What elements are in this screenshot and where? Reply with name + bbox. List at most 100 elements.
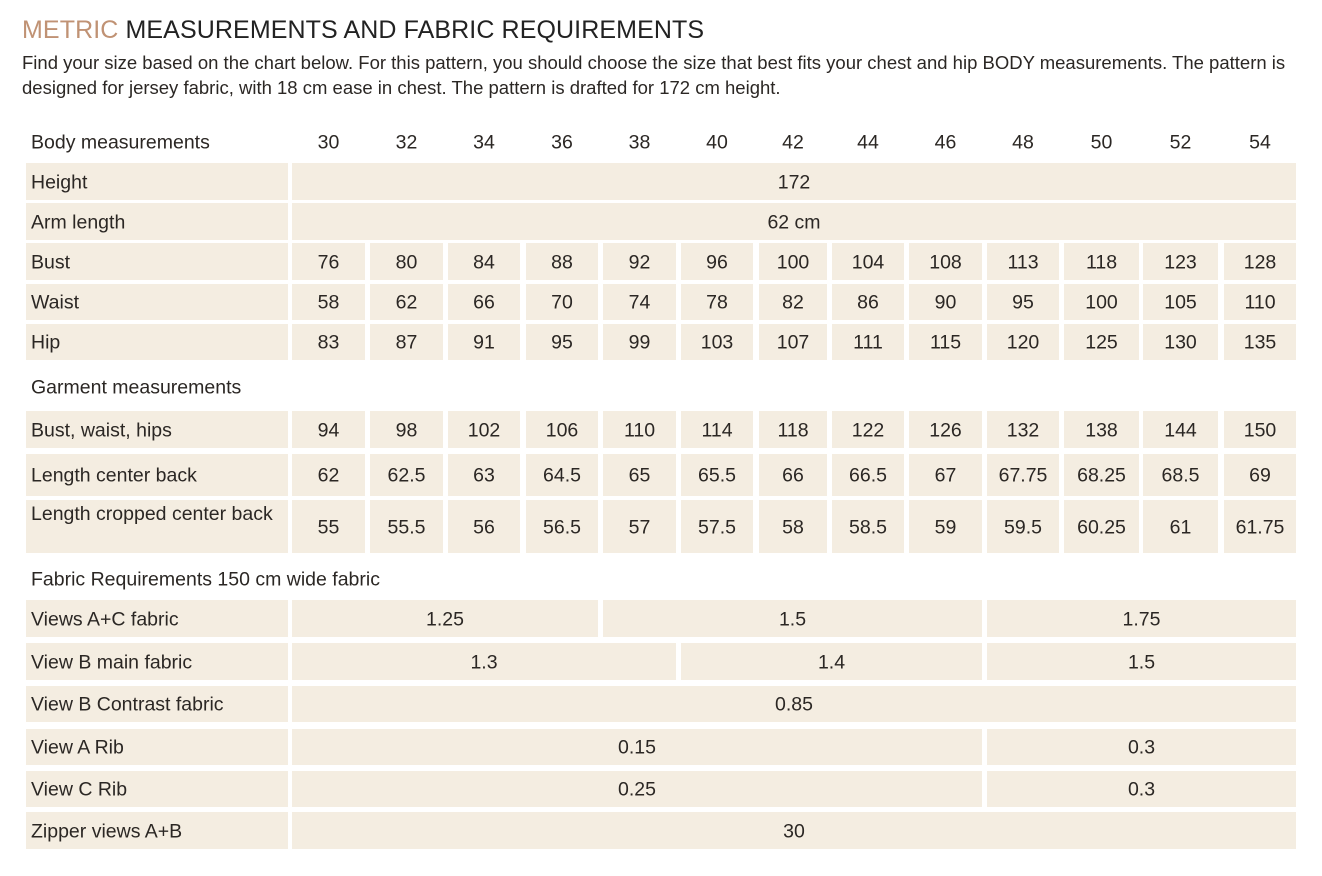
value-text: 113: [1007, 250, 1039, 273]
value-cell: [603, 324, 676, 360]
span-cell: [987, 729, 1296, 765]
value-cell: [909, 324, 982, 360]
size-header: 36: [551, 131, 573, 154]
value-cell: [681, 324, 753, 360]
value-cell: [603, 500, 676, 553]
title-rest: MEASUREMENTS AND FABRIC REQUIREMENTS: [118, 16, 705, 44]
span-cell: [292, 812, 1296, 849]
row-label: Views A+C fabric: [31, 607, 179, 630]
value-text: 105: [1164, 291, 1197, 314]
span-cell: [292, 600, 598, 637]
value-text: 100: [1085, 291, 1118, 314]
value-text: 64.5: [543, 464, 581, 487]
value-cell: [526, 454, 598, 496]
value-text: 76: [317, 250, 340, 273]
value-text: 122: [851, 418, 885, 441]
span-cell: [292, 729, 982, 765]
value-text: 70: [551, 291, 573, 314]
value-cell: [526, 324, 598, 360]
row-label-cell: [26, 600, 288, 637]
value-cell: [526, 243, 598, 280]
value-text: 57.5: [698, 515, 736, 538]
value-cell: [681, 411, 753, 448]
size-header: 54: [1249, 131, 1271, 154]
row-label: Length cropped center back: [31, 503, 273, 525]
value-cell: [832, 411, 904, 448]
value-text: 66: [782, 464, 804, 487]
value-cell: [292, 411, 365, 448]
value-cell: [526, 411, 598, 448]
value-cell: [370, 411, 443, 448]
value-text: 120: [1006, 331, 1040, 354]
value-text: 135: [1243, 331, 1277, 354]
value-text: 110: [1244, 291, 1276, 314]
size-header: 30: [317, 131, 340, 154]
value-text: 104: [851, 250, 885, 273]
size-header: 52: [1169, 131, 1192, 154]
value-text: 57: [628, 515, 651, 538]
row-label-cell: [26, 163, 288, 200]
size-header: 32: [395, 131, 418, 154]
section-heading: Garment measurements: [31, 376, 242, 399]
value-cell: [1224, 324, 1296, 360]
value-cell: [292, 454, 365, 496]
value-cell: [603, 243, 676, 280]
row-label: View C Rib: [31, 778, 128, 801]
size-header: 50: [1090, 131, 1113, 154]
value-text: 114: [701, 418, 733, 441]
value-text: 58: [317, 291, 340, 314]
value-cell: [526, 500, 598, 553]
value-cell: [987, 284, 1059, 320]
value-cell: [1064, 500, 1139, 553]
value-text: 96: [706, 250, 728, 273]
row-label: View B main fabric: [31, 650, 193, 673]
value-text: 110: [623, 418, 656, 441]
value-cell: [681, 500, 753, 553]
value-text: 63: [473, 464, 495, 487]
value-cell: [832, 500, 904, 553]
row-label-cell: [26, 284, 288, 320]
value-text: 98: [395, 418, 418, 441]
value-cell: [1143, 500, 1218, 553]
size-header: 46: [934, 131, 957, 154]
value-cell: [1224, 500, 1296, 553]
value-text: 150: [1243, 418, 1277, 441]
span-cell: [603, 600, 982, 637]
value-text: 87: [395, 331, 418, 354]
value-text: 62.5: [387, 464, 426, 487]
value-cell: [603, 411, 676, 448]
value-text: 56: [473, 515, 495, 538]
value-text: 58: [782, 515, 804, 538]
value-text: 56.5: [543, 515, 581, 538]
span-cell: [292, 686, 1296, 722]
span-value-text: 0.85: [775, 693, 813, 716]
value-cell: [448, 324, 520, 360]
span-cell: [987, 771, 1296, 807]
value-text: 126: [929, 418, 962, 441]
value-text: 60.25: [1077, 515, 1126, 538]
value-text: 68.25: [1077, 464, 1126, 487]
value-text: 144: [1164, 418, 1197, 441]
value-text: 58.5: [849, 515, 887, 538]
value-text: 86: [857, 291, 879, 314]
value-text: 132: [1006, 418, 1040, 441]
span-cell: [292, 771, 982, 807]
span-cell: [681, 643, 982, 680]
row-label-cell: [26, 324, 288, 360]
span-value-text: 62 cm: [767, 210, 821, 233]
value-text: 84: [473, 250, 495, 273]
value-text: 61.75: [1235, 515, 1285, 538]
value-text: 100: [776, 250, 810, 273]
value-cell: [1064, 284, 1139, 320]
row-label-cell: [26, 243, 288, 280]
value-cell: [909, 411, 982, 448]
page-title: METRIC MEASUREMENTS AND FABRIC REQUIREME…: [22, 16, 704, 45]
value-cell: [832, 284, 904, 320]
value-cell: [1143, 284, 1218, 320]
value-text: 103: [700, 331, 734, 354]
value-text: 65.5: [698, 464, 736, 487]
row-label-cell: [26, 686, 288, 722]
value-cell: [448, 243, 520, 280]
value-cell: [987, 243, 1059, 280]
